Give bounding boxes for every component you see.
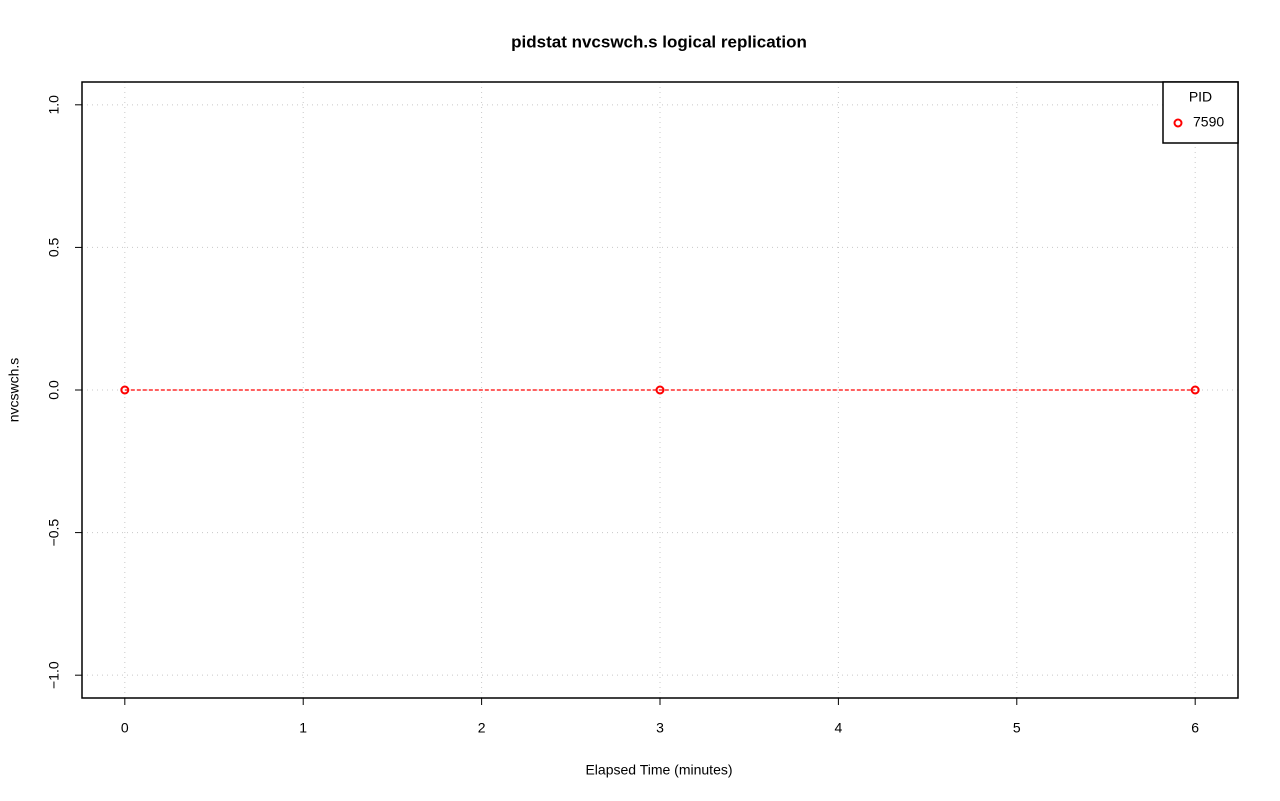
x-tick-label: 1: [299, 720, 307, 736]
series-point: [655, 385, 665, 395]
x-tick-label: 4: [834, 720, 842, 736]
series-point: [120, 385, 130, 395]
y-tick-label: 1.0: [46, 95, 62, 115]
legend-marker: [1173, 118, 1183, 128]
y-tick-label: 0.0: [46, 380, 62, 400]
x-tick-label: 5: [1013, 720, 1021, 736]
legend-title: PID: [1189, 89, 1212, 105]
x-tick-label: 6: [1191, 720, 1199, 736]
chart-title: pidstat nvcswch.s logical replication: [511, 32, 807, 51]
x-tick-label: 3: [656, 720, 664, 736]
series-point: [1190, 385, 1200, 395]
y-tick-label: −1.0: [46, 661, 62, 689]
x-tick-label: 2: [478, 720, 486, 736]
x-tick-label: 0: [121, 720, 129, 736]
y-tick-label: 0.5: [46, 237, 62, 257]
y-tick-label: −0.5: [46, 519, 62, 547]
plot-frame: [81, 81, 1239, 699]
legend-box: [1162, 81, 1239, 144]
x-axis-label: Elapsed Time (minutes): [585, 762, 732, 778]
y-axis-label: nvcswch.s: [6, 358, 22, 423]
legend-label: 7590: [1193, 114, 1224, 130]
